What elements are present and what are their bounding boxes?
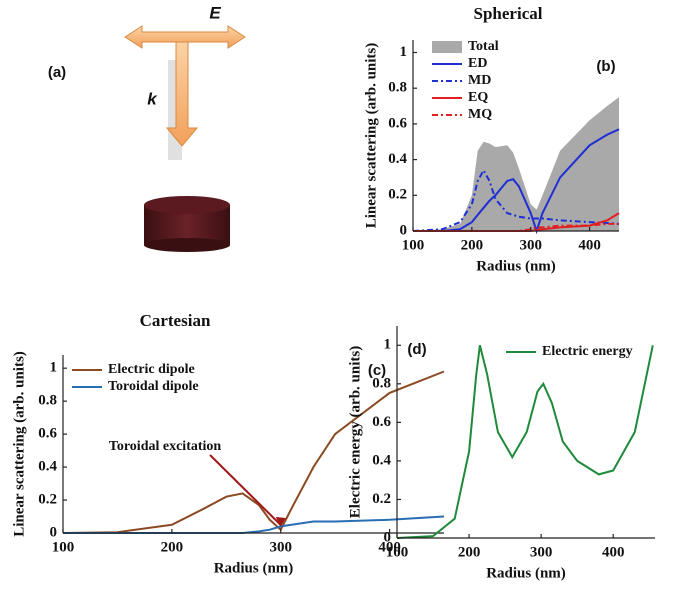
x-tick-label: 300 [269, 539, 292, 555]
cylinder-bottom [144, 238, 230, 252]
legend-swatch [432, 41, 462, 53]
legend-label: Toroidal dipole [108, 379, 199, 394]
y-tick-label: 0 [384, 529, 392, 545]
annotation-arrowhead [275, 517, 286, 527]
y-tick-label: 1 [50, 360, 58, 376]
wave-arrow [165, 41, 199, 147]
chart-panel: 0 0.2 0.4 0.6 0.8 1 100 200 300 400 Radius (nm) Lin… [11, 311, 445, 576]
y-tick-label: 0.4 [372, 452, 391, 468]
x-tick-label: 100 [52, 539, 75, 555]
legend-label: EQ [468, 90, 488, 105]
y-tick-label: 0.2 [388, 187, 407, 203]
y-tick-label: 0.6 [388, 115, 407, 131]
y-tick-label: 0 [400, 222, 408, 238]
chart-panel: 0 0.2 0.4 0.6 0.8 1 100 200 300 400 Radius (nm) Lin… [363, 4, 620, 274]
y-tick-label: 0.4 [38, 459, 57, 475]
legend-label: Total [468, 39, 499, 54]
x-tick-label: 300 [519, 237, 542, 253]
y-tick-label: 0.8 [38, 393, 57, 409]
y-axis-label: Electric energy (arb. units) [347, 346, 363, 518]
legend-label: MD [468, 73, 491, 88]
chart-title: Spherical [474, 4, 543, 23]
y-tick-label: 1 [384, 337, 392, 353]
legend-label: Electric energy [542, 344, 633, 359]
panel-label: (d) [407, 341, 426, 358]
chart-title: Cartesian [140, 311, 211, 330]
x-axis-label: Radius (nm) [486, 565, 566, 581]
chart-panel: 0 0.2 0.4 0.6 0.8 1 100 200 300 400 Radius (nm) Ele… [347, 326, 655, 581]
annotation: Toroidal excitation [109, 439, 222, 454]
wave-label: k [147, 89, 158, 108]
y-tick-label: 1 [400, 44, 408, 60]
y-tick-label: 0.8 [372, 375, 391, 391]
line [396, 345, 654, 539]
x-tick-label: 400 [578, 237, 601, 253]
legend-label: ED [468, 56, 487, 71]
x-tick-label: 300 [530, 544, 553, 560]
y-tick-label: 0.8 [388, 80, 407, 96]
field-arrow [124, 25, 246, 49]
panel-label: (b) [596, 58, 615, 75]
y-tick-label: 0.6 [372, 414, 391, 430]
y-tick-label: 0 [50, 524, 58, 540]
panel-label: (a) [48, 64, 66, 81]
line [62, 370, 445, 534]
line [412, 168, 620, 232]
legend-label: MQ [468, 107, 492, 122]
x-axis-label: Radius (nm) [476, 258, 556, 274]
panel-label: (c) [368, 362, 386, 379]
diagram: (a) E k [48, 3, 246, 252]
y-tick-label: 0.2 [38, 491, 57, 507]
line [413, 128, 620, 235]
field-label: E [209, 3, 221, 22]
area [413, 97, 619, 231]
x-tick-label: 200 [161, 539, 184, 555]
x-tick-label: 200 [458, 544, 481, 560]
x-axis-label: Radius (nm) [214, 560, 294, 576]
x-tick-label: 100 [386, 544, 409, 560]
x-tick-label: 400 [378, 539, 401, 555]
annotation-arrow [209, 454, 282, 526]
cylinder-top [144, 196, 230, 214]
x-tick-label: 200 [461, 237, 484, 253]
y-axis-label: Linear scattering (arb. units) [11, 351, 27, 537]
y-axis-label: Linear scattering (arb. units) [363, 43, 379, 229]
y-tick-label: 0.4 [388, 151, 407, 167]
y-tick-label: 0.6 [38, 426, 57, 442]
x-tick-label: 100 [402, 237, 425, 253]
legend-label: Electric dipole [108, 362, 195, 377]
y-tick-label: 0.2 [372, 491, 391, 507]
x-tick-label: 400 [602, 544, 625, 560]
